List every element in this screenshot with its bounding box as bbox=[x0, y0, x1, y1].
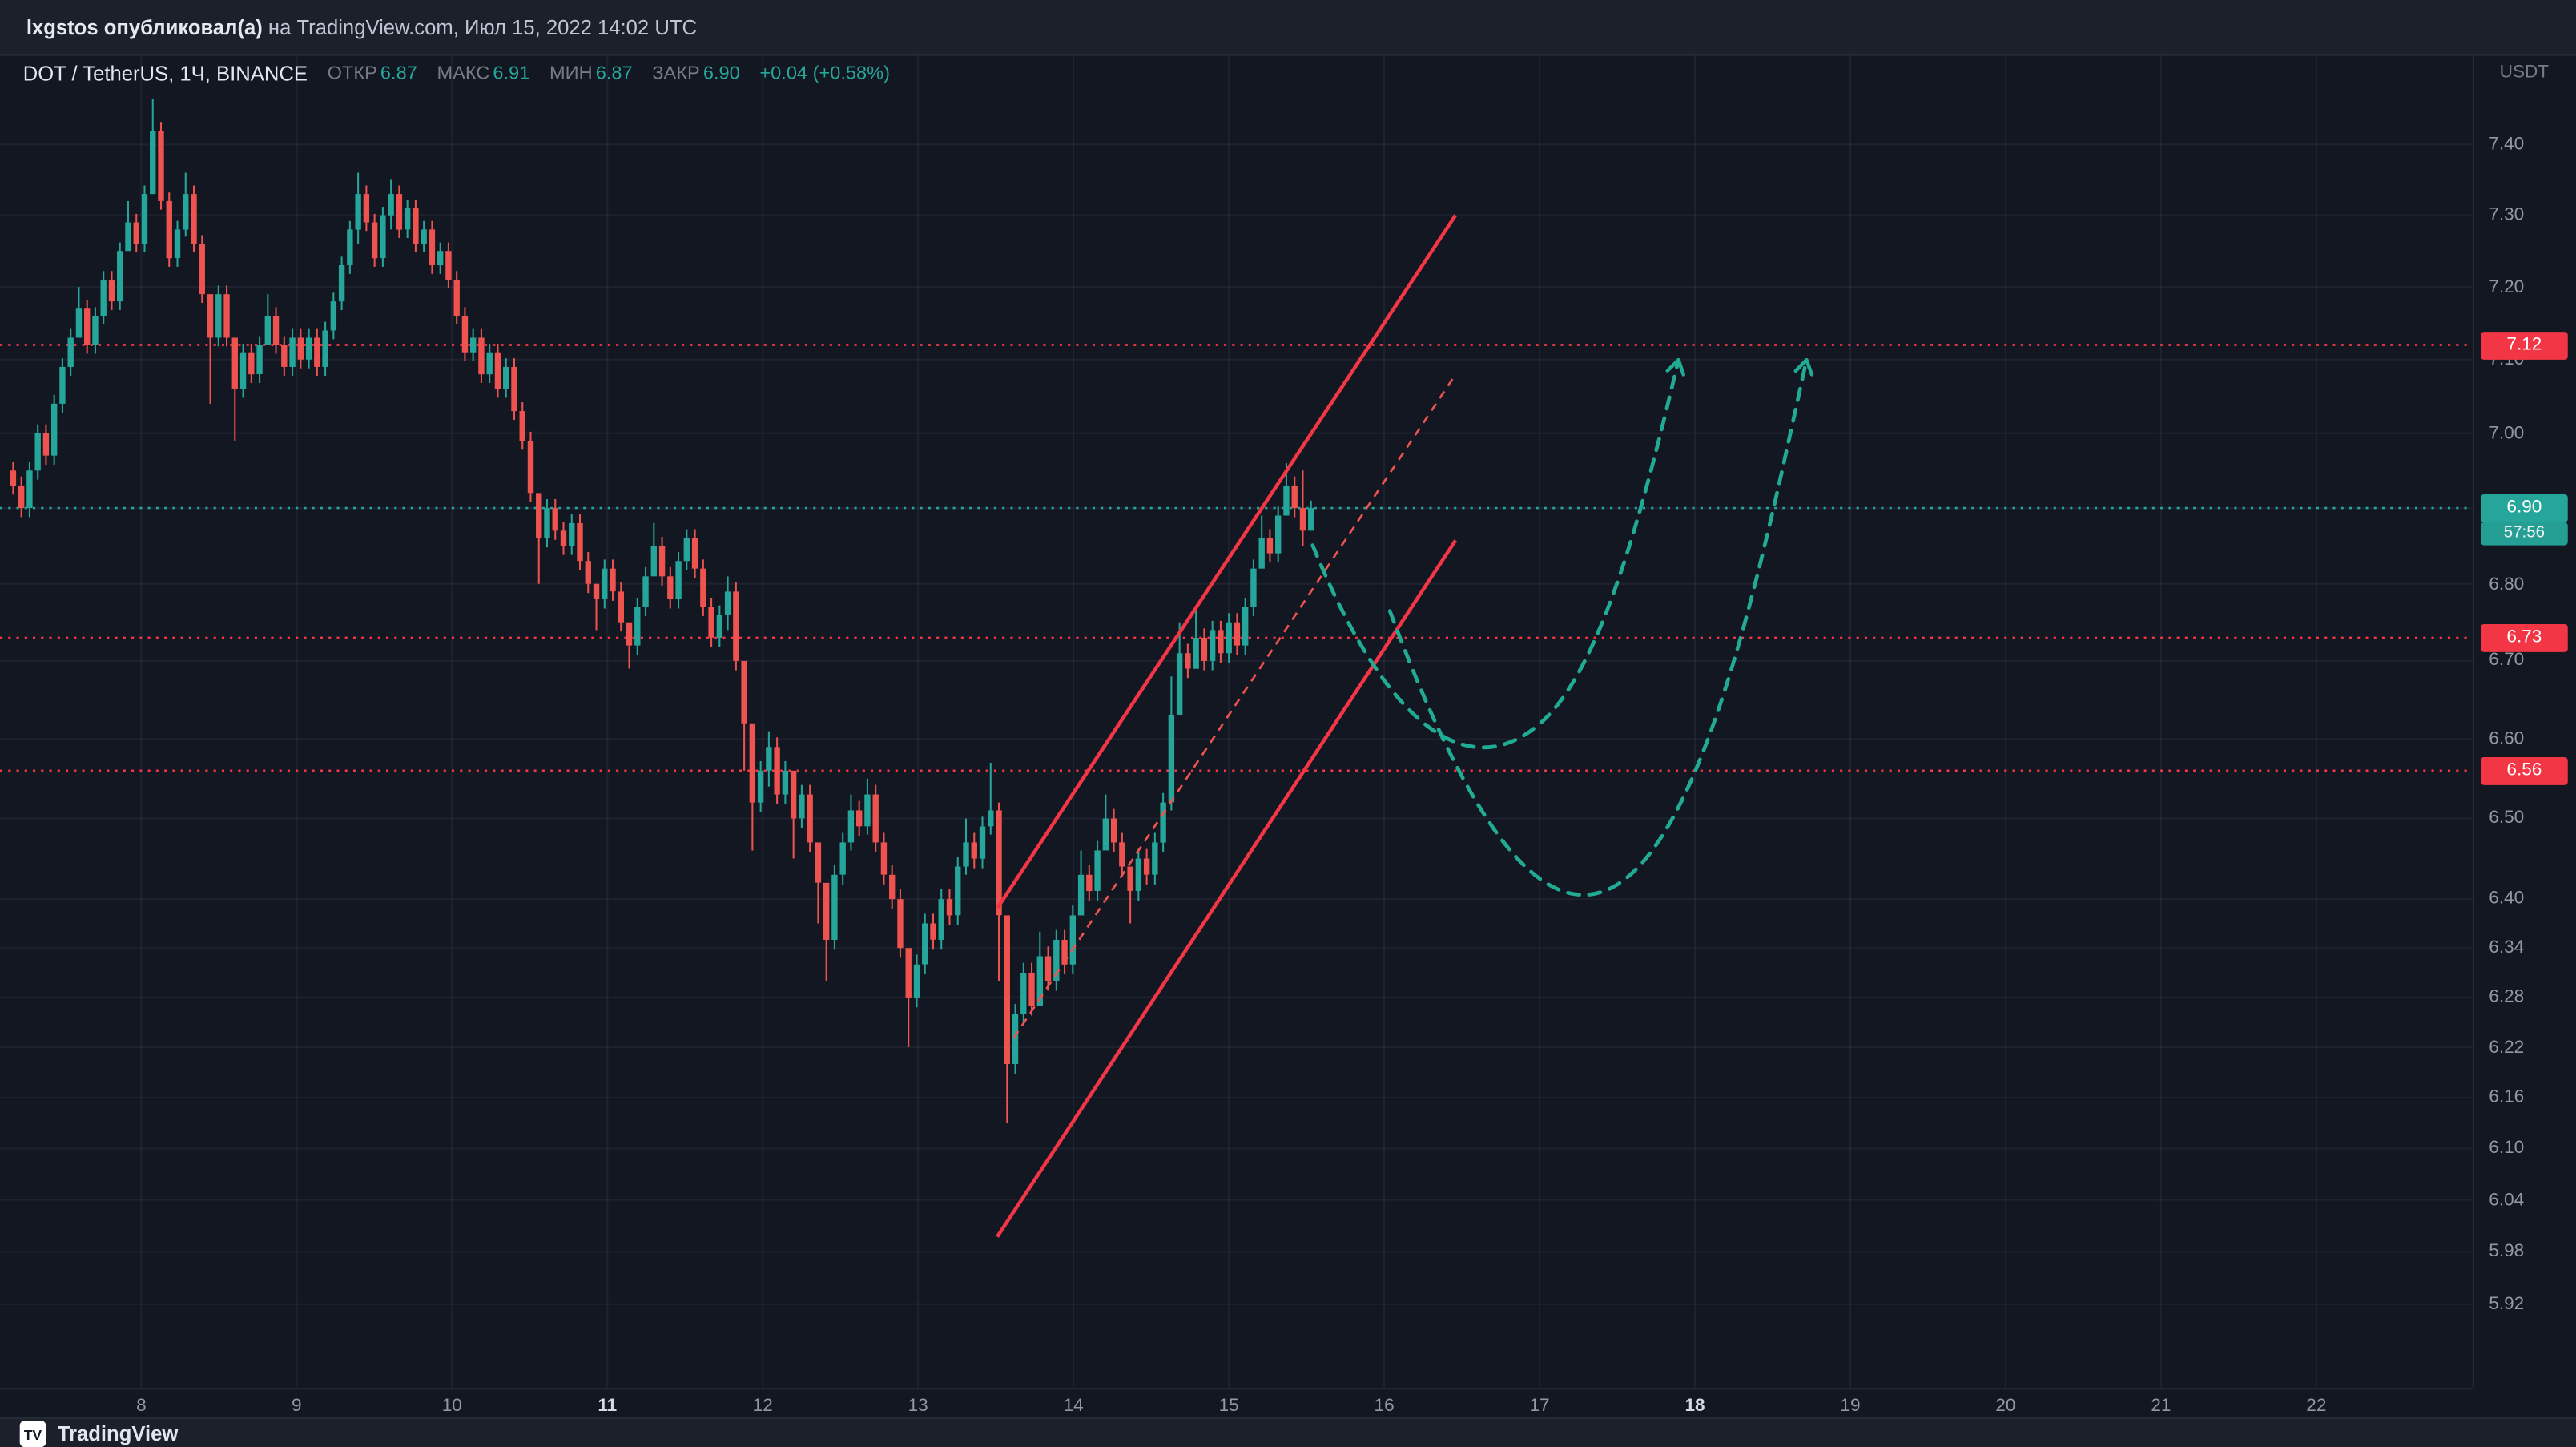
candle-countdown-badge: 57:56 bbox=[2481, 522, 2568, 546]
time-tick-label: 15 bbox=[1218, 1396, 1239, 1417]
legend-close: ЗАКР 6.90 bbox=[652, 64, 740, 84]
time-tick-label: 10 bbox=[441, 1396, 462, 1417]
high-value: 6.91 bbox=[493, 63, 530, 84]
horizontal-level-lines[interactable] bbox=[0, 344, 2473, 772]
open-value: 6.87 bbox=[380, 63, 417, 84]
price-tick-label: 6.70 bbox=[2489, 651, 2525, 671]
time-tick-label: 14 bbox=[1063, 1396, 1084, 1417]
price-level-badge: 7.12 bbox=[2481, 331, 2568, 359]
time-tick-label: 18 bbox=[1684, 1396, 1705, 1417]
publisher-name: lxgstos опубликовал(а) bbox=[26, 15, 263, 39]
publish-info: на TradingView.com, Июл 15, 2022 14:02 U… bbox=[262, 15, 698, 39]
time-tick-label: 21 bbox=[2151, 1396, 2171, 1417]
close-value: 6.90 bbox=[702, 63, 740, 84]
low-label: МИН bbox=[549, 63, 593, 84]
high-label: МАКС bbox=[437, 63, 490, 84]
tradingview-logo-icon[interactable]: TV bbox=[19, 1420, 46, 1446]
time-tick-label: 9 bbox=[292, 1396, 302, 1417]
legend-low: МИН 6.87 bbox=[549, 64, 633, 84]
price-tick-label: 6.10 bbox=[2489, 1139, 2525, 1159]
tradingview-brand[interactable]: TradingView bbox=[57, 1421, 179, 1445]
projection-arrows[interactable] bbox=[1310, 357, 1814, 897]
price-tick-label: 6.16 bbox=[2489, 1087, 2525, 1108]
time-tick-label: 12 bbox=[752, 1396, 773, 1417]
price-tick-label: 6.60 bbox=[2489, 729, 2525, 749]
price-tick-label: 6.34 bbox=[2489, 937, 2525, 958]
candlestick-series bbox=[10, 99, 1314, 1123]
symbol-title: DOT / TetherUS, 1Ч, BINANCE bbox=[22, 62, 308, 86]
time-tick-label: 19 bbox=[1840, 1396, 1861, 1417]
price-axis[interactable]: 7.407.307.207.107.006.906.806.706.606.50… bbox=[2472, 55, 2576, 1389]
time-tick-label: 11 bbox=[598, 1396, 618, 1417]
time-tick-label: 16 bbox=[1374, 1396, 1395, 1417]
price-tick-label: 7.00 bbox=[2489, 423, 2525, 444]
axis-currency-label: USDT bbox=[2499, 62, 2550, 83]
close-label: ЗАКР bbox=[652, 63, 700, 84]
open-label: ОТКР bbox=[327, 63, 377, 84]
footer-bar: TV TradingView bbox=[0, 1417, 2576, 1447]
price-tick-label: 6.50 bbox=[2489, 808, 2525, 828]
price-tick-label: 5.92 bbox=[2489, 1294, 2525, 1314]
price-tick-label: 6.40 bbox=[2489, 889, 2525, 909]
svg-text:TV: TV bbox=[24, 1426, 42, 1442]
price-tick-label: 6.80 bbox=[2489, 574, 2525, 595]
price-tick-label: 6.28 bbox=[2489, 987, 2525, 1008]
price-level-badge: 6.90 bbox=[2481, 494, 2568, 522]
time-tick-label: 8 bbox=[136, 1396, 147, 1417]
price-tick-label: 6.22 bbox=[2489, 1037, 2525, 1058]
price-tick-label: 5.98 bbox=[2489, 1241, 2525, 1262]
price-tick-label: 6.04 bbox=[2489, 1190, 2525, 1210]
time-tick-label: 22 bbox=[2306, 1396, 2327, 1417]
price-tick-label: 7.30 bbox=[2489, 205, 2525, 225]
time-tick-label: 20 bbox=[1995, 1396, 2016, 1417]
time-tick-label: 13 bbox=[908, 1396, 928, 1417]
legend-high: МАКС 6.91 bbox=[437, 64, 529, 84]
chart-legend: DOT / TetherUS, 1Ч, BINANCE ОТКР 6.87 МАК… bbox=[23, 62, 890, 86]
price-tick-label: 7.20 bbox=[2489, 276, 2525, 297]
ascending-channel-drawing[interactable] bbox=[996, 214, 1458, 1238]
time-axis[interactable]: 8 9 10 11 12 13 14 15 16 17 18 19 20 21 22 bbox=[0, 1388, 2473, 1419]
publish-header: lxgstos опубликовал(а) на TradingView.co… bbox=[0, 0, 2576, 56]
time-tick-label: 17 bbox=[1529, 1396, 1550, 1417]
price-level-badge: 6.56 bbox=[2481, 756, 2568, 785]
grid-lines bbox=[0, 55, 2473, 1389]
low-value: 6.87 bbox=[595, 63, 633, 84]
price-level-badge: 6.73 bbox=[2481, 623, 2568, 652]
price-tick-label: 7.40 bbox=[2489, 135, 2525, 155]
legend-open: ОТКР 6.87 bbox=[328, 64, 417, 84]
change-value: +0.04 (+0.58%) bbox=[759, 63, 890, 84]
